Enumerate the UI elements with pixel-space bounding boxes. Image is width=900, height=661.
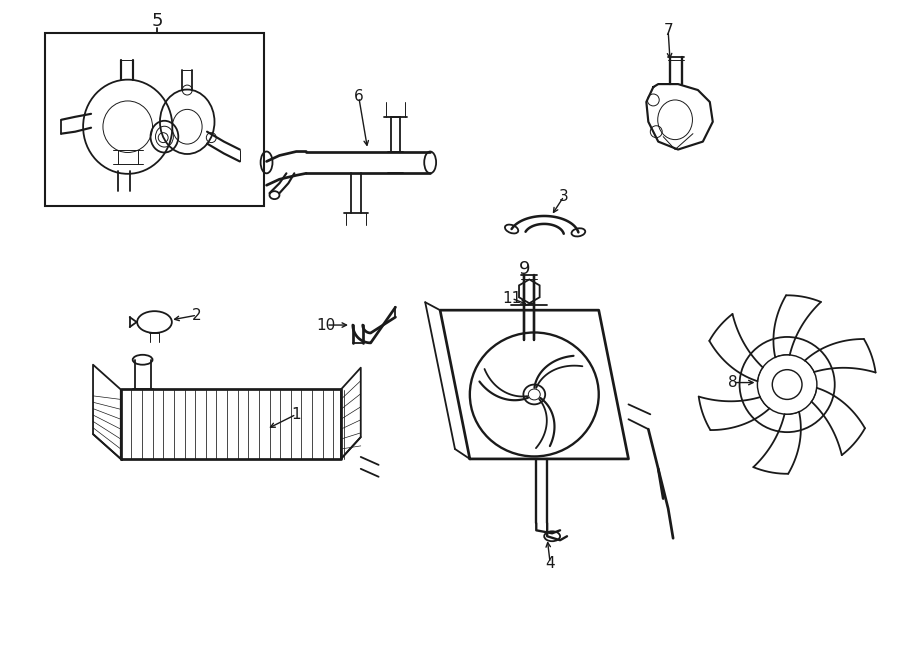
- Text: 10: 10: [317, 317, 336, 332]
- Text: 7: 7: [663, 23, 673, 38]
- Text: 3: 3: [559, 188, 569, 204]
- Text: 2: 2: [193, 307, 202, 323]
- Text: 6: 6: [354, 89, 364, 104]
- Text: 4: 4: [545, 555, 555, 570]
- Bar: [45, 32, 264, 206]
- Text: 1: 1: [292, 407, 302, 422]
- Text: 9: 9: [518, 260, 530, 278]
- Text: 11: 11: [502, 291, 521, 306]
- Text: 5: 5: [152, 12, 163, 30]
- Text: 8: 8: [728, 375, 737, 390]
